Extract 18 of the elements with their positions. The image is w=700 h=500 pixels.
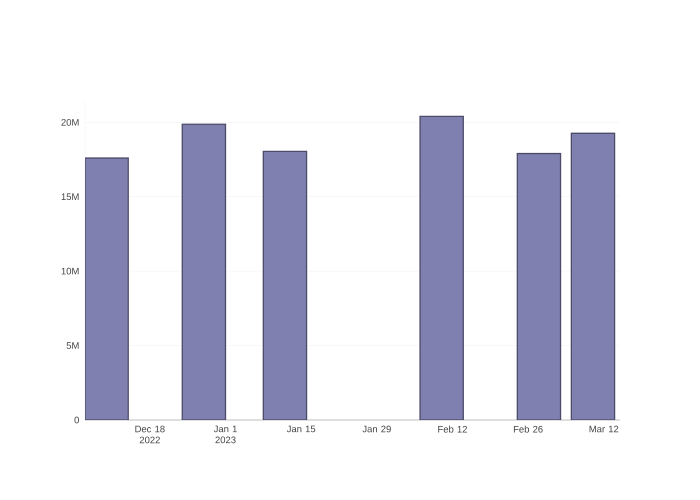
x-tick-label: Mar 12 [590, 426, 618, 432]
x-tick-label: Jan 15 [286, 426, 316, 432]
x-tick-label: Dec 18 2022 [135, 426, 165, 444]
bar [262, 150, 308, 420]
bar [419, 116, 464, 420]
x-tick-label: Feb 26 [514, 426, 543, 433]
x-tick-label: Jan 29 [362, 426, 391, 432]
y-tick-label: 5M [66, 342, 79, 349]
y-tick-label: 15M [62, 193, 79, 200]
x-tick-label: Feb 12 [438, 426, 467, 433]
y-tick-label: 20M [61, 118, 79, 126]
bar [570, 132, 616, 420]
bar [182, 124, 226, 420]
x-tick-label: Jan 1 2023 [214, 426, 237, 444]
bar [516, 152, 562, 420]
y-tick-label: 0 [74, 416, 79, 424]
bar [85, 157, 129, 420]
y-tick-label: 10M [62, 268, 79, 275]
